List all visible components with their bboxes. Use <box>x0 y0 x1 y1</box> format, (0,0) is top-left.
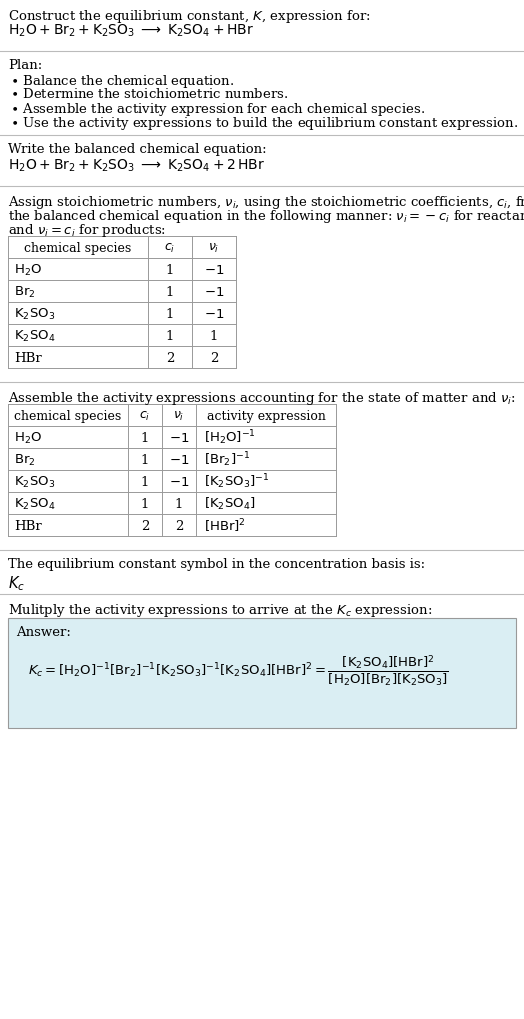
Text: $\bullet$ Determine the stoichiometric numbers.: $\bullet$ Determine the stoichiometric n… <box>10 87 288 101</box>
FancyBboxPatch shape <box>8 618 516 728</box>
Text: chemical species: chemical species <box>25 242 132 255</box>
Text: Assemble the activity expressions accounting for the state of matter and $\nu_i$: Assemble the activity expressions accoun… <box>8 390 516 407</box>
Text: 1: 1 <box>141 497 149 511</box>
Text: $-1$: $-1$ <box>204 308 224 321</box>
Text: Assign stoichiometric numbers, $\nu_i$, using the stoichiometric coefficients, $: Assign stoichiometric numbers, $\nu_i$, … <box>8 194 524 211</box>
Text: $\mathrm{H_2O + Br_2 + K_2SO_3 \;\longrightarrow\; K_2SO_4 + 2\,HBr}$: $\mathrm{H_2O + Br_2 + K_2SO_3 \;\longri… <box>8 158 265 174</box>
Text: $[\mathrm{HBr}]^2$: $[\mathrm{HBr}]^2$ <box>204 518 246 535</box>
Text: $-1$: $-1$ <box>169 453 189 467</box>
Text: activity expression: activity expression <box>206 410 325 423</box>
Text: $-1$: $-1$ <box>204 285 224 299</box>
Text: $[\mathrm{K_2SO_3}]^{-1}$: $[\mathrm{K_2SO_3}]^{-1}$ <box>204 473 269 491</box>
Text: $\mathrm{H_2O}$: $\mathrm{H_2O}$ <box>14 430 42 445</box>
Text: $\mathrm{Br_2}$: $\mathrm{Br_2}$ <box>14 284 36 300</box>
Text: $c_i$: $c_i$ <box>139 410 150 423</box>
Text: $K_c$: $K_c$ <box>8 574 25 593</box>
Text: Write the balanced chemical equation:: Write the balanced chemical equation: <box>8 143 267 156</box>
Text: and $\nu_i = c_i$ for products:: and $\nu_i = c_i$ for products: <box>8 222 166 239</box>
Text: $\mathrm{K_2SO_3}$: $\mathrm{K_2SO_3}$ <box>14 307 55 322</box>
Text: $\bullet$ Use the activity expressions to build the equilibrium constant express: $\bullet$ Use the activity expressions t… <box>10 115 518 132</box>
Text: HBr: HBr <box>14 352 42 365</box>
Text: $\nu_i$: $\nu_i$ <box>173 410 184 423</box>
Text: 1: 1 <box>166 308 174 321</box>
Text: 1: 1 <box>166 285 174 299</box>
Text: $[\mathrm{K_2SO_4}]$: $[\mathrm{K_2SO_4}]$ <box>204 496 256 513</box>
Text: The equilibrium constant symbol in the concentration basis is:: The equilibrium constant symbol in the c… <box>8 558 425 571</box>
Text: the balanced chemical equation in the following manner: $\nu_i = -c_i$ for react: the balanced chemical equation in the fo… <box>8 208 524 225</box>
Text: 1: 1 <box>175 497 183 511</box>
Text: $K_c = [\mathrm{H_2O}]^{-1}[\mathrm{Br_2}]^{-1}[\mathrm{K_2SO_3}]^{-1}[\mathrm{K: $K_c = [\mathrm{H_2O}]^{-1}[\mathrm{Br_2… <box>28 653 449 688</box>
Text: $\mathrm{K_2SO_3}$: $\mathrm{K_2SO_3}$ <box>14 475 55 489</box>
Text: 1: 1 <box>141 431 149 444</box>
Text: 2: 2 <box>141 520 149 533</box>
Text: $\nu_i$: $\nu_i$ <box>209 242 220 255</box>
Text: 1: 1 <box>210 329 218 342</box>
Text: 1: 1 <box>166 264 174 276</box>
Text: 2: 2 <box>175 520 183 533</box>
Text: $\mathrm{K_2SO_4}$: $\mathrm{K_2SO_4}$ <box>14 496 56 512</box>
Text: 1: 1 <box>166 329 174 342</box>
Text: $-1$: $-1$ <box>169 431 189 444</box>
Text: $\mathrm{H_2O}$: $\mathrm{H_2O}$ <box>14 263 42 277</box>
Text: HBr: HBr <box>14 520 42 533</box>
Text: 1: 1 <box>141 476 149 488</box>
Text: Plan:: Plan: <box>8 59 42 72</box>
Text: Mulitply the activity expressions to arrive at the $K_c$ expression:: Mulitply the activity expressions to arr… <box>8 602 432 619</box>
Text: Construct the equilibrium constant, $K$, expression for:: Construct the equilibrium constant, $K$,… <box>8 8 370 25</box>
Text: $\mathrm{H_2O + Br_2 + K_2SO_3 \;\longrightarrow\; K_2SO_4 + HBr}$: $\mathrm{H_2O + Br_2 + K_2SO_3 \;\longri… <box>8 23 254 40</box>
Text: chemical species: chemical species <box>14 410 122 423</box>
Text: 1: 1 <box>141 453 149 467</box>
Text: 2: 2 <box>166 352 174 365</box>
Text: Answer:: Answer: <box>16 626 71 639</box>
Text: $[\mathrm{Br_2}]^{-1}$: $[\mathrm{Br_2}]^{-1}$ <box>204 450 250 470</box>
Text: $c_i$: $c_i$ <box>165 242 176 255</box>
Text: 2: 2 <box>210 352 218 365</box>
Text: $-1$: $-1$ <box>169 476 189 488</box>
Text: $\bullet$ Balance the chemical equation.: $\bullet$ Balance the chemical equation. <box>10 73 234 90</box>
Text: $\mathrm{Br_2}$: $\mathrm{Br_2}$ <box>14 452 36 468</box>
Text: $[\mathrm{H_2O}]^{-1}$: $[\mathrm{H_2O}]^{-1}$ <box>204 429 256 447</box>
Text: $\mathrm{K_2SO_4}$: $\mathrm{K_2SO_4}$ <box>14 328 56 343</box>
Text: $-1$: $-1$ <box>204 264 224 276</box>
Text: $\bullet$ Assemble the activity expression for each chemical species.: $\bullet$ Assemble the activity expressi… <box>10 101 425 118</box>
